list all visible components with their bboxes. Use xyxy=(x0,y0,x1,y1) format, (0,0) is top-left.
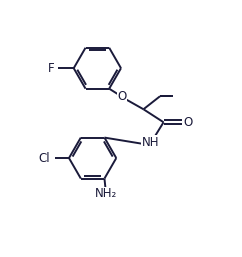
Text: O: O xyxy=(183,116,192,129)
Text: Cl: Cl xyxy=(38,152,50,164)
Text: F: F xyxy=(47,62,54,75)
Text: NH₂: NH₂ xyxy=(95,187,117,200)
Text: O: O xyxy=(118,90,127,104)
Text: NH: NH xyxy=(142,136,159,149)
